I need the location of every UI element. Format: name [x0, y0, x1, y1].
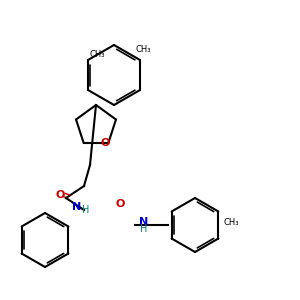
Text: CH₃: CH₃ — [89, 50, 105, 59]
Text: CH₃: CH₃ — [223, 218, 239, 227]
Text: N: N — [140, 217, 148, 227]
Text: O: O — [115, 199, 125, 209]
Text: H: H — [140, 224, 148, 235]
Text: O: O — [101, 138, 110, 148]
Text: CH₃: CH₃ — [135, 46, 151, 55]
Text: O: O — [55, 190, 65, 200]
Text: H: H — [82, 205, 89, 215]
Text: N: N — [72, 202, 81, 212]
